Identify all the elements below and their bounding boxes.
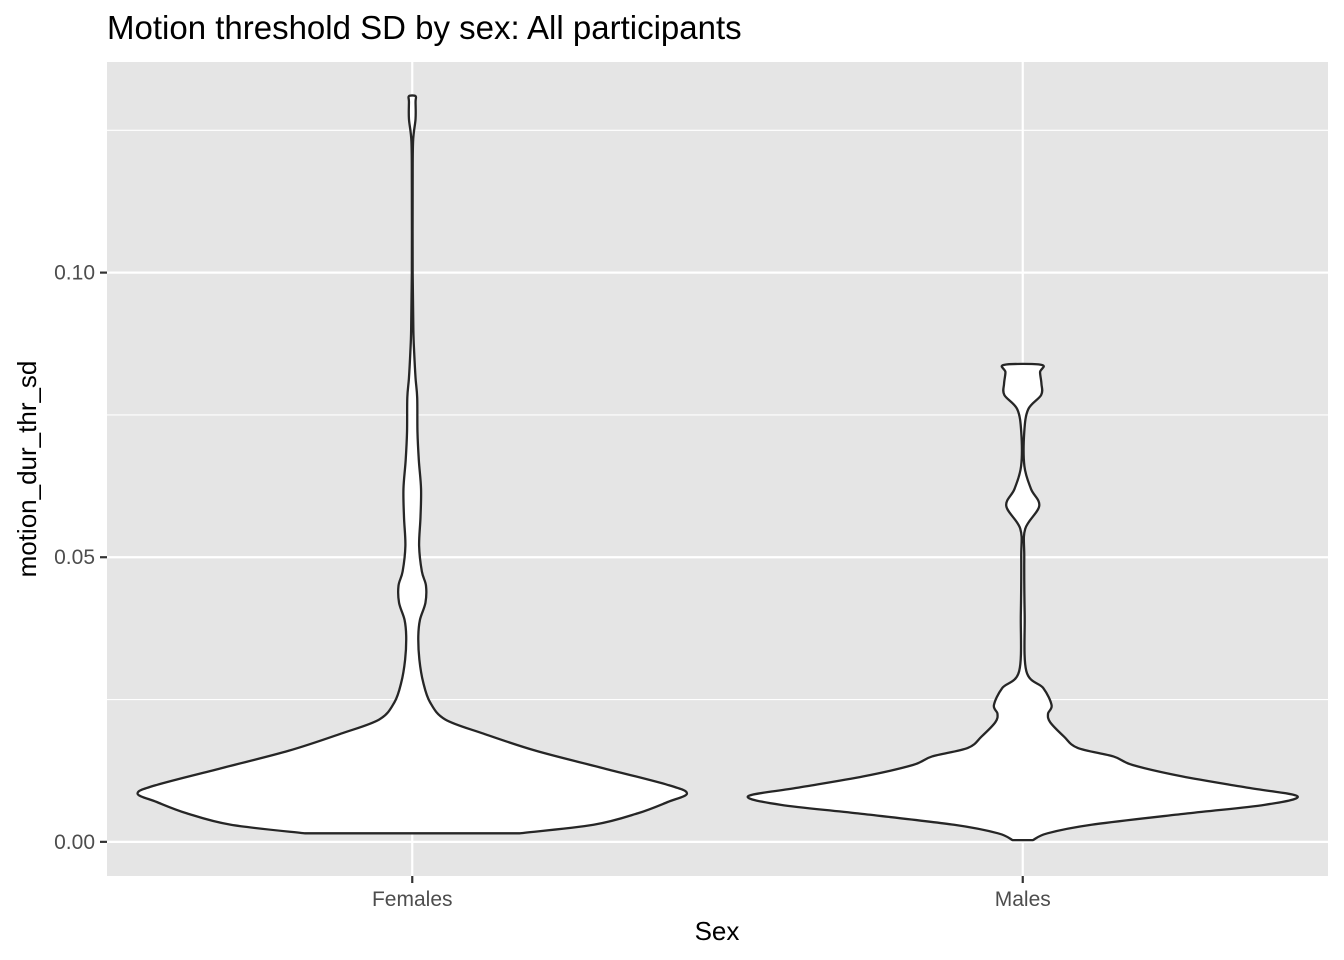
x-tick-label: Females <box>372 888 453 911</box>
chart-title: Motion threshold SD by sex: All particip… <box>107 9 742 46</box>
plot-panel <box>107 62 1328 876</box>
x-axis-title: Sex <box>695 916 740 946</box>
x-axis: Females Males <box>372 876 1051 911</box>
y-tick-label: 0.05 <box>54 546 95 569</box>
y-axis: 0.00 0.05 0.10 <box>54 262 107 854</box>
violin-males <box>746 362 1299 842</box>
y-axis-title: motion_dur_thr_sd <box>12 361 42 578</box>
violin-females <box>136 94 689 835</box>
x-tick-label: Males <box>995 888 1051 911</box>
violins <box>136 94 1299 842</box>
y-tick-label: 0.10 <box>54 262 95 285</box>
y-tick-label: 0.00 <box>54 831 95 854</box>
